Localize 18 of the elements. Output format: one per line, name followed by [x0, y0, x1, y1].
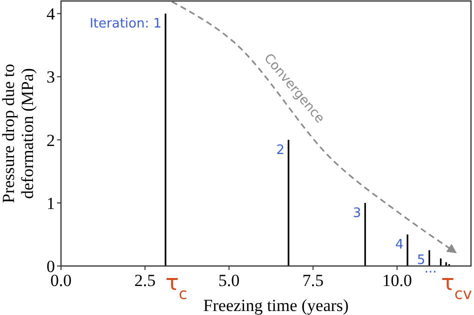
annotation: 5 — [417, 253, 426, 268]
x-tick-label: 5.0 — [218, 271, 240, 290]
x-tick-label: 7.5 — [302, 271, 324, 290]
annotation: 2 — [276, 142, 285, 158]
y-tick-label: 4 — [46, 4, 56, 24]
annotation: 4 — [395, 237, 404, 252]
x-tick-label: 10.0 — [382, 271, 412, 290]
y-tick-label: 1 — [46, 194, 55, 213]
y-axis-title: Pressure drop due to deformation (MPa) — [0, 64, 37, 204]
annotation: ... — [424, 261, 437, 276]
annotation: Iteration: 1 — [90, 16, 162, 32]
y-tick-label: 3 — [46, 68, 55, 87]
y-tick-label: 2 — [46, 130, 55, 150]
x-axis-title: Freezing time (years) — [203, 296, 349, 315]
x-tick-label: 2.5 — [134, 271, 156, 290]
text: τ$_{cv}$ — [441, 271, 472, 303]
text: τ$_{c}$ — [166, 271, 188, 303]
annotation: 3 — [352, 206, 362, 221]
